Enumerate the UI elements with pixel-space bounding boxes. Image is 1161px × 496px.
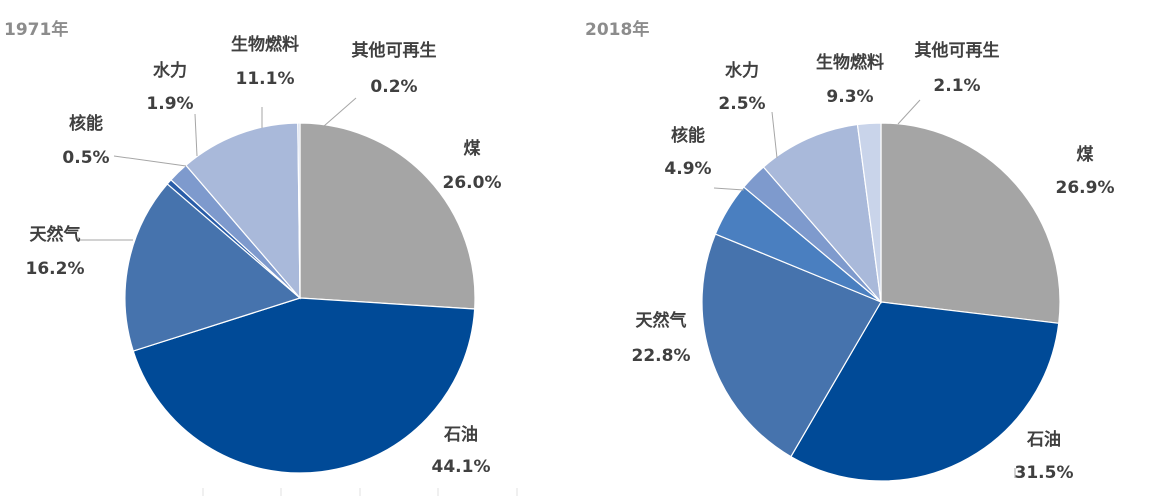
value-label-nuclear: 4.9% [664,159,711,179]
slice-coal [880,122,1061,324]
labels-2018: 煤 26.9% 石油 31.5% 天然气 22.8% 核能 4.9% 水力 2.5% 生物燃料 9.3… [632,40,1115,483]
slice-gas [124,183,302,352]
slice-oil [790,301,1060,482]
leader-line-nuclear [713,187,745,191]
slice-coal [299,122,476,310]
value-label-coal: 26.0% [443,173,502,193]
category-label-oil: 石油 [443,424,478,445]
slice-biofuel [185,122,301,300]
category-label-gas: 天然气 [30,224,81,245]
slices-2018 [701,122,1061,482]
leader-line-other-renewable [897,99,921,125]
slice-oil [132,297,476,474]
value-label-hydro: 2.5% [718,94,765,114]
category-label-nuclear: 核能 [69,113,103,134]
pie-chart-2018: 2018年 煤 26.9% 石油 31.5% 天然气 22.8% 核能 4.9% 水力 2.5% 生… [585,19,1114,483]
leader-line-nuclear [113,155,187,167]
value-label-other-renewable: 2.1% [933,76,980,96]
leader-line-hydro [194,113,198,157]
bottom-tick-marks [202,488,518,496]
value-label-oil: 31.5% [1015,463,1074,483]
chart-title-1971: 1971年 [4,19,68,40]
category-label-coal: 煤 [1077,144,1094,165]
value-label-hydro: 1.9% [146,94,193,114]
category-label-biofuel: 生物燃料 [231,34,299,55]
category-label-hydro: 水力 [153,60,187,81]
value-label-oil: 44.1% [432,457,491,477]
category-label-nuclear: 核能 [671,125,705,146]
category-label-oil: 石油 [1026,429,1061,450]
slice-gas [701,233,882,458]
labels-1971: 煤 26.0% 石油 44.1% 天然气 16.2% 核能 0.5% 水力 1.9% 生物燃料 11.… [26,34,502,477]
chart-title-2018: 2018年 [585,19,649,40]
value-label-coal: 26.9% [1056,178,1115,198]
category-label-hydro: 水力 [725,60,759,81]
pie-chart-1971: 1971年 煤 26.0% 石油 44.1% 天然气 16.2% 核能 0.5% 水力 1.9% 生… [4,19,501,477]
leader-line-hydro [771,111,778,159]
slice-biofuel [762,123,882,304]
slices-1971 [124,122,476,474]
category-label-biofuel: 生物燃料 [816,52,884,73]
value-label-nuclear: 0.5% [62,148,109,168]
value-label-gas: 22.8% [632,346,691,366]
category-label-gas: 天然气 [636,310,687,331]
category-label-coal: 煤 [464,138,481,159]
value-label-biofuel: 9.3% [826,87,873,107]
leader-lines-1971 [80,97,357,241]
category-label-other-renewable: 其他可再生 [915,40,1000,61]
slice-other-renewable [297,122,301,299]
value-label-gas: 16.2% [26,259,85,279]
leader-line-other-renewable [323,97,357,127]
value-label-other-renewable: 0.2% [370,77,417,97]
category-label-other-renewable: 其他可再生 [352,40,437,61]
slice-other-renewable [856,122,882,303]
value-label-biofuel: 11.1% [236,69,295,89]
leader-lines-2018 [713,99,1016,478]
